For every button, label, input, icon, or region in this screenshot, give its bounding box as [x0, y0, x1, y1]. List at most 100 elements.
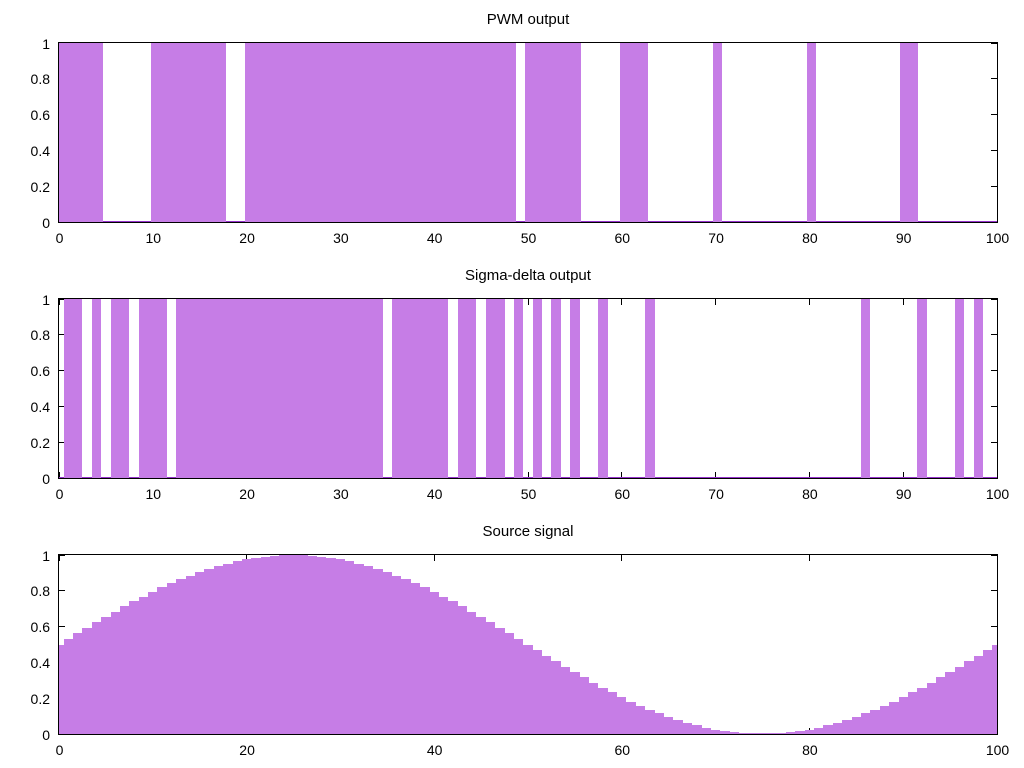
- step-bar: [382, 572, 392, 734]
- pulse-bar: [525, 43, 582, 222]
- step-bar: [213, 566, 224, 734]
- step-bar: [288, 555, 299, 734]
- step-bar: [954, 666, 965, 734]
- step-bar: [654, 713, 664, 734]
- step-bar: [626, 701, 636, 734]
- step-bar: [720, 731, 730, 734]
- step-bar: [570, 672, 580, 734]
- chart-title: PWM output: [486, 11, 570, 28]
- y-tick-mark: [991, 149, 997, 151]
- x-tick-mark: [621, 472, 623, 478]
- step-bar: [82, 627, 92, 734]
- x-tick-mark: [621, 299, 623, 305]
- step-bar: [185, 575, 195, 734]
- pulse-bar: [806, 43, 816, 222]
- pulse-bar: [244, 43, 516, 222]
- step-bar: [307, 555, 317, 734]
- x-tick-mark: [621, 555, 623, 561]
- x-tick-mark: [996, 555, 997, 561]
- y-tick-label: 0.2: [30, 178, 50, 195]
- chart-source-signal: Source signal 0 20 40 60 80 100 0 0.2 0.4 0.6 0.8 1: [0, 512, 1024, 768]
- step-bar: [907, 692, 918, 734]
- x-tick-mark: [59, 299, 60, 305]
- step-bar: [298, 555, 308, 734]
- pulse-bar: [110, 299, 130, 478]
- x-tick-label: 40: [426, 742, 443, 758]
- y-tick-mark: [991, 441, 997, 443]
- x-tick-label: 10: [145, 486, 162, 502]
- step-bar: [757, 733, 768, 734]
- step-bar: [513, 638, 524, 734]
- x-tick-mark: [433, 555, 435, 561]
- step-bar: [438, 596, 449, 734]
- step-bar: [279, 555, 289, 734]
- pulse-bar: [457, 299, 477, 478]
- step-bar: [832, 722, 843, 734]
- x-tick-mark: [996, 43, 997, 49]
- step-bar: [814, 727, 824, 734]
- pulse-bar: [645, 299, 655, 478]
- step-bar: [739, 733, 749, 734]
- x-tick-mark: [715, 472, 717, 478]
- y-tick-mark: [991, 334, 997, 336]
- x-tick-label: 20: [239, 230, 255, 246]
- step-bar: [767, 733, 777, 734]
- y-tick-label: 0: [42, 470, 50, 487]
- step-bar: [842, 720, 852, 734]
- pulse-bar: [513, 299, 524, 478]
- step-bar: [560, 666, 571, 734]
- step-bar: [59, 644, 64, 734]
- x-tick-mark: [996, 216, 997, 222]
- x-tick-mark: [902, 299, 904, 305]
- step-bar: [645, 709, 655, 734]
- y-tick-mark: [59, 626, 65, 628]
- pulse-bar: [712, 43, 723, 222]
- y-tick-label: 0.2: [30, 434, 50, 451]
- y-tick-mark: [59, 299, 65, 300]
- y-tick-label: 0.6: [30, 619, 50, 636]
- x-tick-mark: [59, 555, 60, 561]
- step-bar: [195, 572, 205, 734]
- step-bar: [148, 591, 158, 734]
- x-tick-label: 100: [985, 486, 1010, 502]
- x-tick-label: 10: [145, 230, 162, 246]
- pulse-bar: [63, 299, 83, 478]
- step-bar: [326, 557, 336, 734]
- y-tick-label: 0.6: [30, 363, 50, 380]
- y-tick-label: 0.4: [30, 398, 50, 415]
- x-tick-label: 100: [985, 230, 1010, 246]
- y-tick-label: 0.6: [30, 107, 50, 124]
- x-tick-label: 60: [614, 486, 631, 502]
- step-bar: [542, 655, 552, 734]
- x-tick-label: 50: [520, 486, 537, 502]
- x-tick-mark: [527, 299, 529, 305]
- x-tick-mark: [808, 299, 810, 305]
- y-tick-label: 0.2: [30, 690, 50, 707]
- x-tick-mark: [808, 472, 810, 478]
- step-bar: [495, 627, 505, 734]
- pulse-bar: [900, 43, 919, 222]
- y-tick-mark: [991, 370, 997, 372]
- y-tick-label: 0.4: [30, 654, 50, 671]
- y-tick-mark: [991, 78, 997, 80]
- step-bar: [110, 611, 120, 734]
- step-bar: [91, 622, 102, 734]
- pulse-bar: [570, 299, 580, 478]
- step-bar: [260, 556, 271, 734]
- step-bar: [795, 731, 805, 734]
- pulse-bar: [391, 299, 449, 478]
- y-tick-label: 1: [42, 35, 50, 52]
- step-bar: [926, 682, 937, 734]
- y-tick-mark: [59, 555, 65, 556]
- pulse-bar: [973, 299, 983, 478]
- y-tick-mark: [991, 555, 997, 556]
- step-bar: [664, 716, 674, 734]
- step-bar: [532, 650, 543, 734]
- x-tick-label: 60: [614, 230, 631, 246]
- step-bar: [823, 725, 833, 734]
- chart-title: Source signal: [482, 523, 574, 540]
- x-tick-label: 70: [708, 230, 724, 246]
- x-tick-label: 40: [426, 230, 443, 246]
- x-tick-label: 60: [614, 742, 631, 758]
